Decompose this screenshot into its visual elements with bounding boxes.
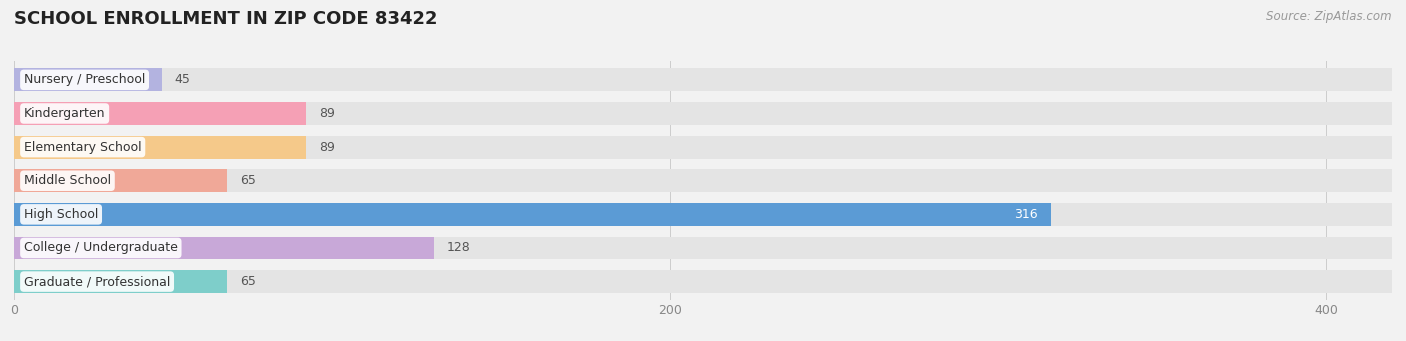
Text: SCHOOL ENROLLMENT IN ZIP CODE 83422: SCHOOL ENROLLMENT IN ZIP CODE 83422 [14, 10, 437, 28]
Bar [14, 169, 228, 192]
Text: 316: 316 [1014, 208, 1038, 221]
Bar [14, 136, 1392, 159]
Bar [14, 69, 1392, 91]
Text: Graduate / Professional: Graduate / Professional [24, 275, 170, 288]
Bar [14, 69, 162, 91]
Bar [14, 237, 1392, 260]
Text: 128: 128 [447, 241, 471, 254]
Bar [14, 102, 307, 125]
Text: 89: 89 [319, 140, 335, 153]
Text: Middle School: Middle School [24, 174, 111, 187]
Text: Source: ZipAtlas.com: Source: ZipAtlas.com [1267, 10, 1392, 23]
Text: 65: 65 [240, 275, 256, 288]
Text: 65: 65 [240, 174, 256, 187]
Bar [14, 136, 307, 159]
Text: College / Undergraduate: College / Undergraduate [24, 241, 177, 254]
Text: 45: 45 [174, 73, 191, 86]
Bar [14, 270, 228, 293]
Bar [14, 169, 1392, 192]
Text: Elementary School: Elementary School [24, 140, 142, 153]
Text: High School: High School [24, 208, 98, 221]
Bar [14, 203, 1392, 226]
Bar [14, 270, 1392, 293]
Bar [14, 237, 434, 260]
Text: Kindergarten: Kindergarten [24, 107, 105, 120]
Bar [14, 203, 1050, 226]
Text: 89: 89 [319, 107, 335, 120]
Bar [14, 102, 1392, 125]
Text: Nursery / Preschool: Nursery / Preschool [24, 73, 145, 86]
